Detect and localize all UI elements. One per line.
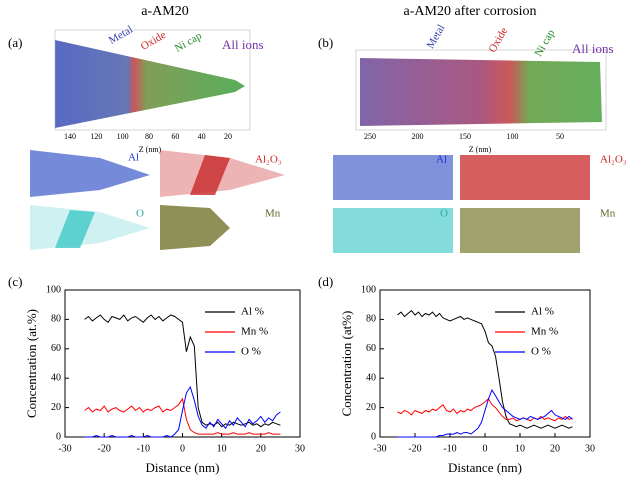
image-tick-label: 100 bbox=[507, 132, 519, 141]
series-line bbox=[84, 397, 281, 435]
map-label: Al₂O₃ bbox=[255, 154, 282, 166]
element-map bbox=[333, 155, 453, 200]
legend-label: Al % bbox=[531, 306, 554, 318]
panel-label: (a) bbox=[8, 35, 22, 50]
x-tick-label: -20 bbox=[408, 443, 421, 454]
map-label: O bbox=[440, 208, 448, 220]
y-tick-label: 40 bbox=[51, 372, 61, 383]
panel-title: a-AM20 after corrosion bbox=[404, 4, 537, 19]
panel-label: (c) bbox=[8, 274, 22, 289]
image-tick-label: 200 bbox=[412, 132, 424, 141]
y-tick-label: 80 bbox=[51, 314, 61, 325]
image-tick-label: 100 bbox=[117, 132, 129, 141]
x-tick-label: -10 bbox=[137, 443, 150, 454]
x-tick-label: 10 bbox=[217, 443, 227, 454]
image-tick-label: 40 bbox=[198, 132, 206, 141]
image-tick-label: 60 bbox=[171, 132, 179, 141]
x-tick-label: -20 bbox=[97, 443, 110, 454]
image-tick-label: 120 bbox=[90, 132, 102, 141]
region-label: Metal bbox=[424, 23, 447, 51]
x-tick-label: 10 bbox=[515, 443, 525, 454]
series-line bbox=[397, 398, 573, 422]
y-tick-label: 0 bbox=[371, 431, 376, 442]
element-map bbox=[460, 155, 590, 200]
x-tick-label: 30 bbox=[585, 443, 595, 454]
y-axis-label: Concentration (at.%) bbox=[24, 309, 39, 418]
element-map bbox=[333, 208, 453, 253]
panel-title: a-AM20 bbox=[141, 4, 188, 19]
element-map bbox=[160, 205, 230, 250]
image-tick-label: 140 bbox=[64, 132, 76, 141]
plot-frame bbox=[64, 289, 301, 438]
apt-image bbox=[55, 40, 245, 128]
legend-label: O % bbox=[241, 346, 261, 358]
x-tick-label: -10 bbox=[443, 443, 456, 454]
image-tick-label: 80 bbox=[145, 132, 153, 141]
axis-label: Z (nm) bbox=[139, 145, 162, 154]
y-tick-label: 0 bbox=[56, 431, 61, 442]
bounding-box bbox=[54, 29, 251, 131]
region-label: Ni cap bbox=[173, 30, 205, 55]
region-label: Oxide bbox=[139, 29, 168, 53]
image-tick-label: 20 bbox=[224, 132, 232, 141]
element-map bbox=[55, 210, 95, 248]
y-tick-label: 60 bbox=[51, 343, 61, 354]
series-line bbox=[397, 388, 573, 438]
x-tick-label: 0 bbox=[483, 443, 488, 454]
y-tick-label: 40 bbox=[366, 372, 376, 383]
bounding-box bbox=[355, 49, 607, 131]
legend-label: Mn % bbox=[531, 326, 558, 338]
apt-image bbox=[360, 58, 602, 126]
element-map bbox=[190, 155, 230, 195]
legend-label: Al % bbox=[241, 306, 264, 318]
map-label: Al bbox=[128, 152, 139, 164]
map-label: Mn bbox=[600, 208, 616, 220]
region-label: All ions bbox=[222, 37, 264, 52]
series-line bbox=[84, 385, 281, 438]
region-label: Oxide bbox=[486, 25, 510, 54]
image-tick-label: 150 bbox=[459, 132, 471, 141]
panel-label: (d) bbox=[318, 274, 333, 289]
map-label: Mn bbox=[265, 208, 281, 220]
element-map bbox=[30, 150, 150, 197]
map-label: Al₂O₃ bbox=[600, 154, 627, 166]
y-tick-label: 20 bbox=[366, 402, 376, 413]
region-label: All ions bbox=[572, 41, 614, 56]
x-tick-label: 0 bbox=[180, 443, 185, 454]
x-tick-label: 30 bbox=[295, 443, 305, 454]
map-label: O bbox=[136, 208, 144, 220]
map-label: Al bbox=[436, 154, 447, 166]
legend-label: O % bbox=[531, 346, 551, 358]
legend-label: Mn % bbox=[241, 326, 268, 338]
region-label: Metal bbox=[107, 24, 135, 47]
x-axis-label: Distance (nm) bbox=[145, 460, 219, 475]
x-tick-label: -30 bbox=[58, 443, 71, 454]
region-label: Ni cap bbox=[532, 27, 557, 59]
y-axis-label: Concentration (at%) bbox=[339, 311, 354, 417]
axis-label: Z (nm) bbox=[469, 145, 492, 154]
y-tick-label: 60 bbox=[366, 343, 376, 354]
image-tick-label: 250 bbox=[364, 132, 376, 141]
y-tick-label: 80 bbox=[366, 314, 376, 325]
y-tick-label: 100 bbox=[46, 284, 61, 295]
y-tick-label: 20 bbox=[51, 402, 61, 413]
series-line bbox=[397, 309, 573, 429]
x-tick-label: -30 bbox=[373, 443, 386, 454]
x-tick-label: 20 bbox=[550, 443, 560, 454]
image-tick-label: 50 bbox=[556, 132, 564, 141]
panel-label: (b) bbox=[318, 35, 333, 50]
element-map bbox=[460, 208, 580, 253]
x-axis-label: Distance (nm) bbox=[448, 460, 522, 475]
x-tick-label: 20 bbox=[256, 443, 266, 454]
y-tick-label: 100 bbox=[361, 284, 376, 295]
